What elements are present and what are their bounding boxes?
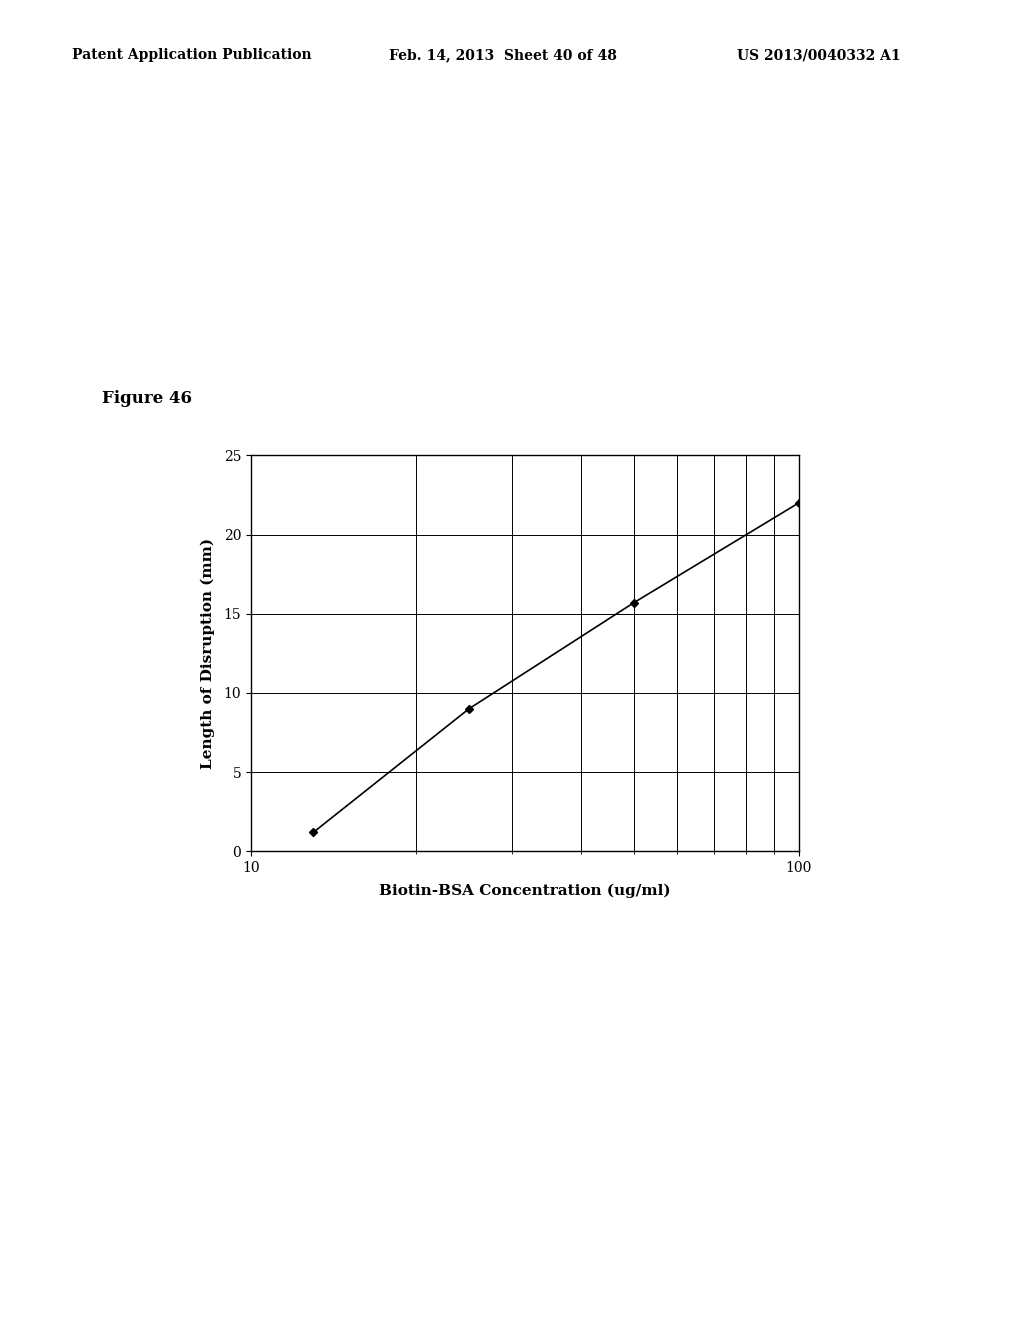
Text: Patent Application Publication: Patent Application Publication (72, 49, 311, 62)
Text: Figure 46: Figure 46 (102, 389, 193, 407)
Text: US 2013/0040332 A1: US 2013/0040332 A1 (737, 49, 901, 62)
X-axis label: Biotin-BSA Concentration (ug/ml): Biotin-BSA Concentration (ug/ml) (379, 883, 671, 898)
Y-axis label: Length of Disruption (mm): Length of Disruption (mm) (201, 537, 215, 770)
Text: Feb. 14, 2013  Sheet 40 of 48: Feb. 14, 2013 Sheet 40 of 48 (389, 49, 617, 62)
